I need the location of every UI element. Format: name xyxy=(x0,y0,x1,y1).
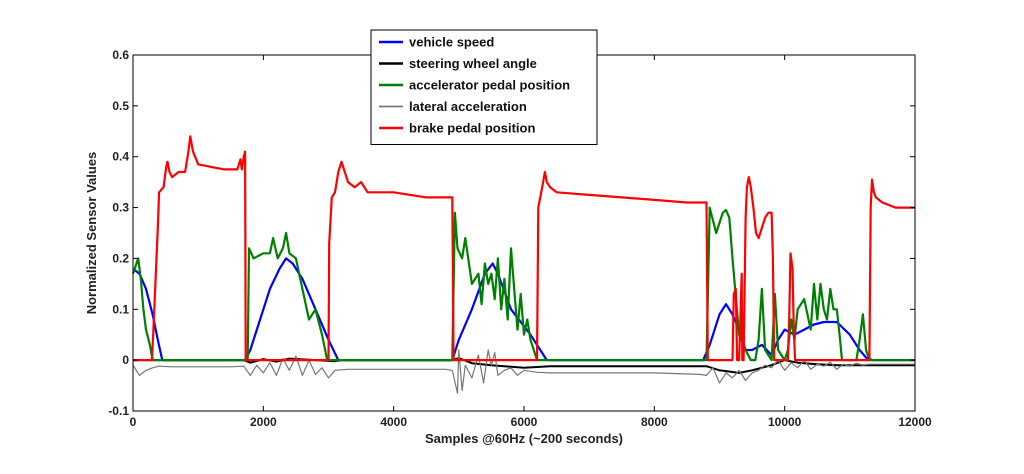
x-tick-label: 6000 xyxy=(511,415,538,429)
x-axis-title: Samples @60Hz (~200 seconds) xyxy=(425,431,623,446)
y-tick-label: 0.6 xyxy=(112,48,129,62)
series-line-accelerator-pedal-position xyxy=(131,206,915,362)
y-axis-title: Normalized Sensor Values xyxy=(84,152,99,315)
x-tick-label: 0 xyxy=(130,415,137,429)
x-tick-label: 10000 xyxy=(768,415,802,429)
y-tick-label: 0.3 xyxy=(112,201,129,215)
series-line-brake-pedal-position xyxy=(133,135,915,362)
y-tick-label: 0 xyxy=(122,353,129,367)
y-tick-label: 0.2 xyxy=(112,251,129,265)
y-tick-label: 0.4 xyxy=(112,150,129,164)
legend-box xyxy=(370,29,598,145)
legend: vehicle speed steering wheel angle acceler… xyxy=(370,29,598,145)
y-tick-label: 0.5 xyxy=(112,99,129,113)
y-tick-label: 0.1 xyxy=(112,302,129,316)
legend-label: steering wheel angle xyxy=(409,56,537,71)
tick-layer: 0 2000 4000 6000 8000 10000 12000-0.100.10.20.… xyxy=(108,48,932,429)
x-tick-label: 8000 xyxy=(641,415,668,429)
legend-label: brake pedal position xyxy=(409,121,535,136)
x-tick-label: 2000 xyxy=(250,415,277,429)
legend-label: accelerator pedal position xyxy=(409,78,570,93)
series-line-lateral-acceleration xyxy=(132,349,915,394)
legend-label: lateral acceleration xyxy=(409,99,527,114)
y-tick-label: -0.1 xyxy=(108,404,129,418)
x-tick-label: 12000 xyxy=(898,415,932,429)
legend-label: vehicle speed xyxy=(409,35,494,50)
x-tick-label: 4000 xyxy=(380,415,407,429)
series-layer xyxy=(131,135,915,394)
